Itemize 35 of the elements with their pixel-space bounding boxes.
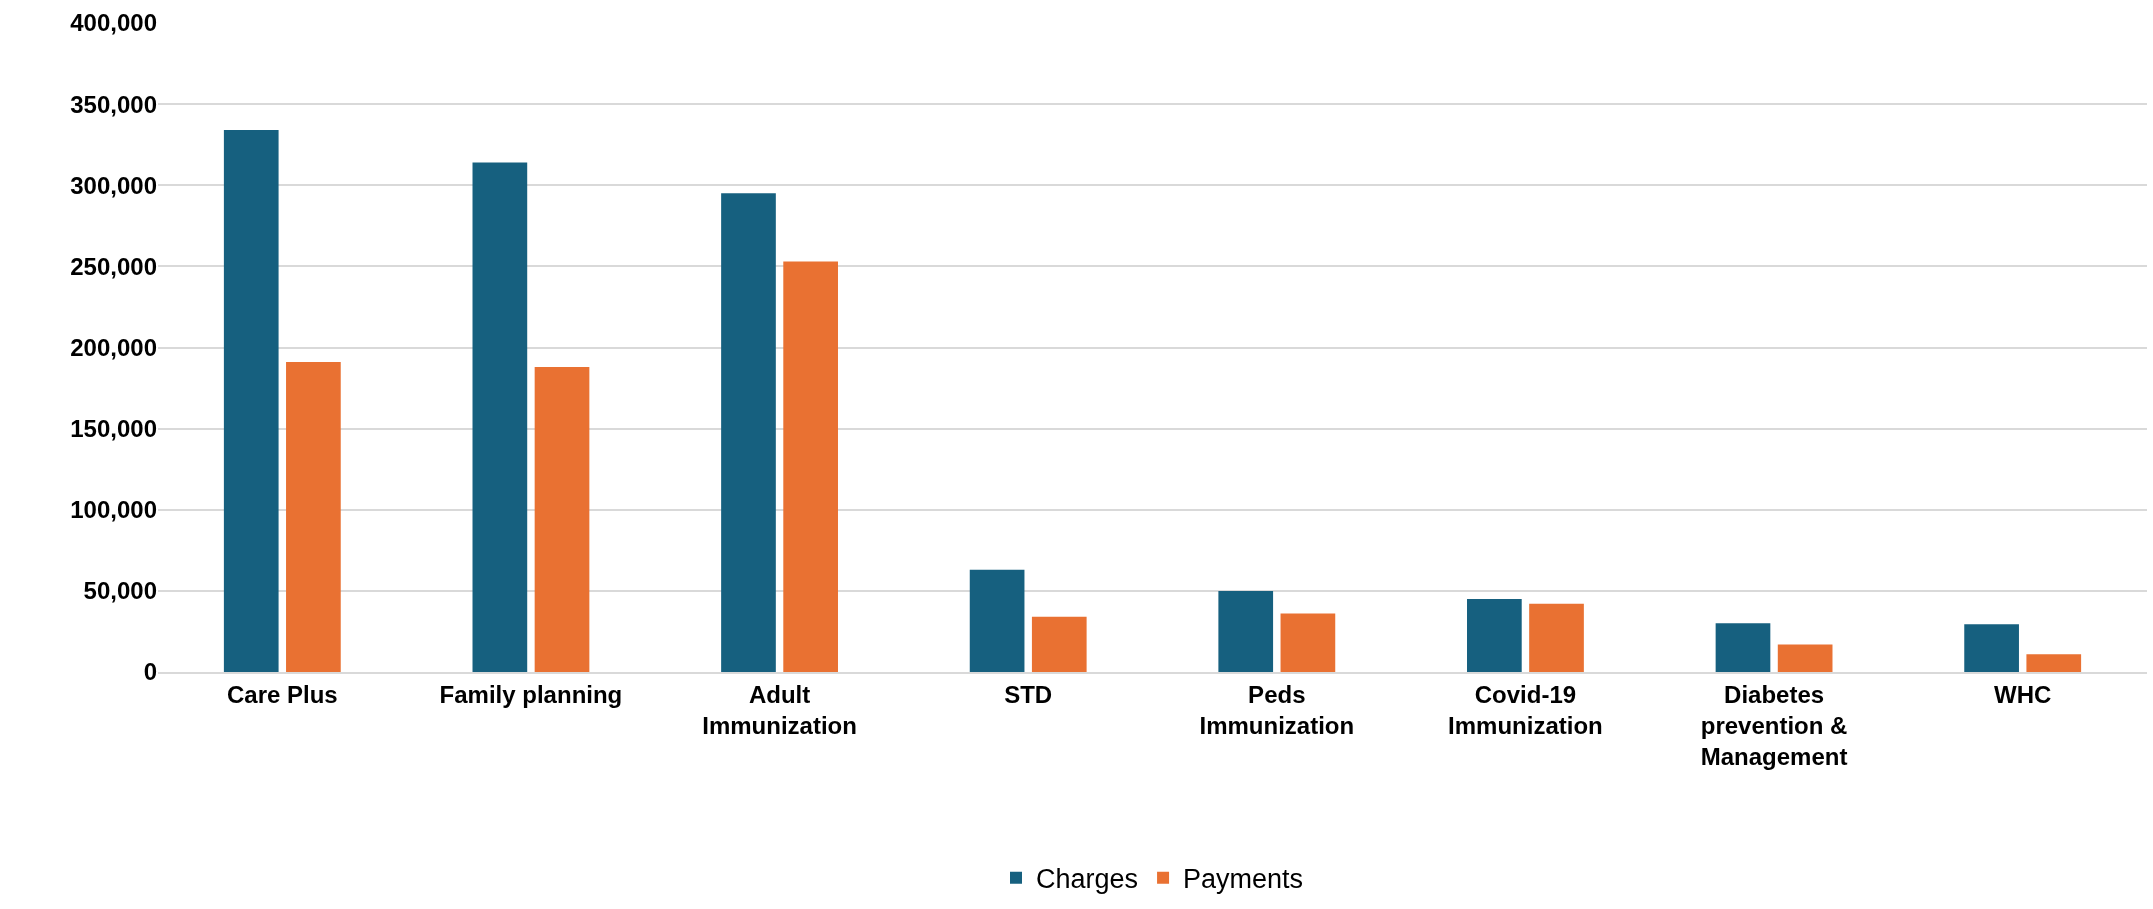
x-tick-label: STD <box>1004 680 1053 708</box>
bar <box>472 162 528 672</box>
bar <box>1218 590 1274 672</box>
x-tick-label: Peds Immunization <box>1199 680 1355 739</box>
x-tick-label: WHC <box>1994 680 2052 708</box>
y-tick-label: 0 <box>143 658 157 686</box>
bar <box>1964 624 2019 672</box>
y-tick-label: 350,000 <box>70 90 157 118</box>
bar <box>1280 613 1336 672</box>
x-tick-label: Family planning <box>439 680 623 708</box>
bar <box>1467 598 1522 672</box>
legend-label: Payments <box>1183 864 1304 895</box>
y-tick-label: 150,000 <box>70 415 157 443</box>
bar <box>721 193 776 672</box>
x-tick-label: Adult Immunization <box>702 680 857 739</box>
y-tick-label: 100,000 <box>70 496 157 524</box>
x-tick-label: Diabetes prevention & Management <box>1700 680 1848 771</box>
bar <box>783 261 838 672</box>
y-tick-label: 300,000 <box>70 171 157 199</box>
bar <box>286 362 341 672</box>
x-tick-label: Covid-19 Immunization <box>1448 680 1603 739</box>
bar <box>223 130 279 672</box>
bar <box>2026 654 2082 672</box>
bar <box>1529 603 1584 672</box>
x-tick-label: Care Plus <box>226 680 338 708</box>
bar <box>534 366 590 672</box>
y-tick-label: 250,000 <box>70 252 157 280</box>
y-tick-label: 400,000 <box>70 9 157 37</box>
bar <box>1031 616 1087 672</box>
y-tick-label: 50,000 <box>83 577 157 605</box>
legend-label: Charges <box>1036 864 1139 895</box>
bar <box>969 569 1025 672</box>
y-tick-label: 200,000 <box>70 333 157 361</box>
bar <box>1777 644 1833 672</box>
bar <box>1715 623 1771 672</box>
